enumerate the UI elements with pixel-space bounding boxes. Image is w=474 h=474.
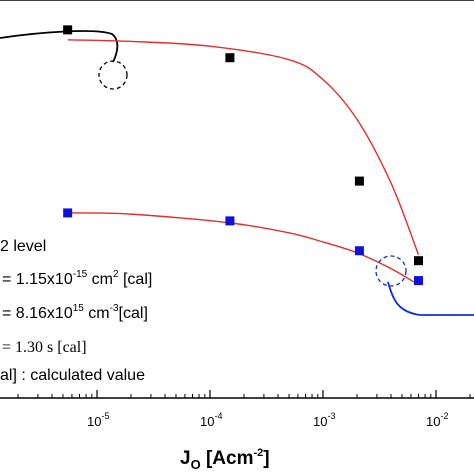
x-tick-label: 10-3: [313, 411, 335, 429]
data-point-series-2: [225, 216, 235, 226]
blue-branch-curve: [387, 281, 474, 316]
data-point-series-1: [225, 53, 235, 63]
annotation-line-3: = 8.16x1015 cm-3[cal]: [2, 303, 148, 322]
annotation-line-1: 2 level: [0, 238, 46, 255]
fit-curves: [67, 39, 420, 284]
fit-curve-series-2: [67, 212, 416, 284]
black-branch-curve: [0, 30, 119, 63]
annotation-line-2: = 1.15x10-15 cm2 [cal]: [2, 269, 152, 288]
x-tick-label: 10-5: [87, 411, 109, 429]
fit-curve-series-1: [67, 39, 420, 255]
annotation-line-4: = 1.30 s [cal]: [2, 339, 87, 356]
x-tick-label: 10-2: [426, 411, 448, 429]
data-point-series-2: [63, 208, 73, 218]
data-point-series-2: [354, 246, 364, 256]
x-axis-title: JO [Acm-2]: [180, 447, 270, 472]
data-point-series-1: [354, 176, 364, 186]
data-points: [63, 25, 423, 286]
black-series-marker-circle: [98, 60, 128, 90]
x-axis-tick-labels: 10-5 10-4 10-3 10-2: [87, 411, 448, 429]
blue-series-marker-circle: [375, 255, 407, 287]
data-point-series-2: [413, 276, 423, 286]
data-point-series-1: [63, 25, 73, 35]
plot-frame: [0, 0, 474, 399]
annotation-line-5: al] : calculated value: [0, 367, 145, 384]
data-point-series-1: [413, 256, 423, 266]
x-tick-label: 10-4: [200, 411, 222, 429]
x-axis-ticks: [17, 390, 471, 398]
